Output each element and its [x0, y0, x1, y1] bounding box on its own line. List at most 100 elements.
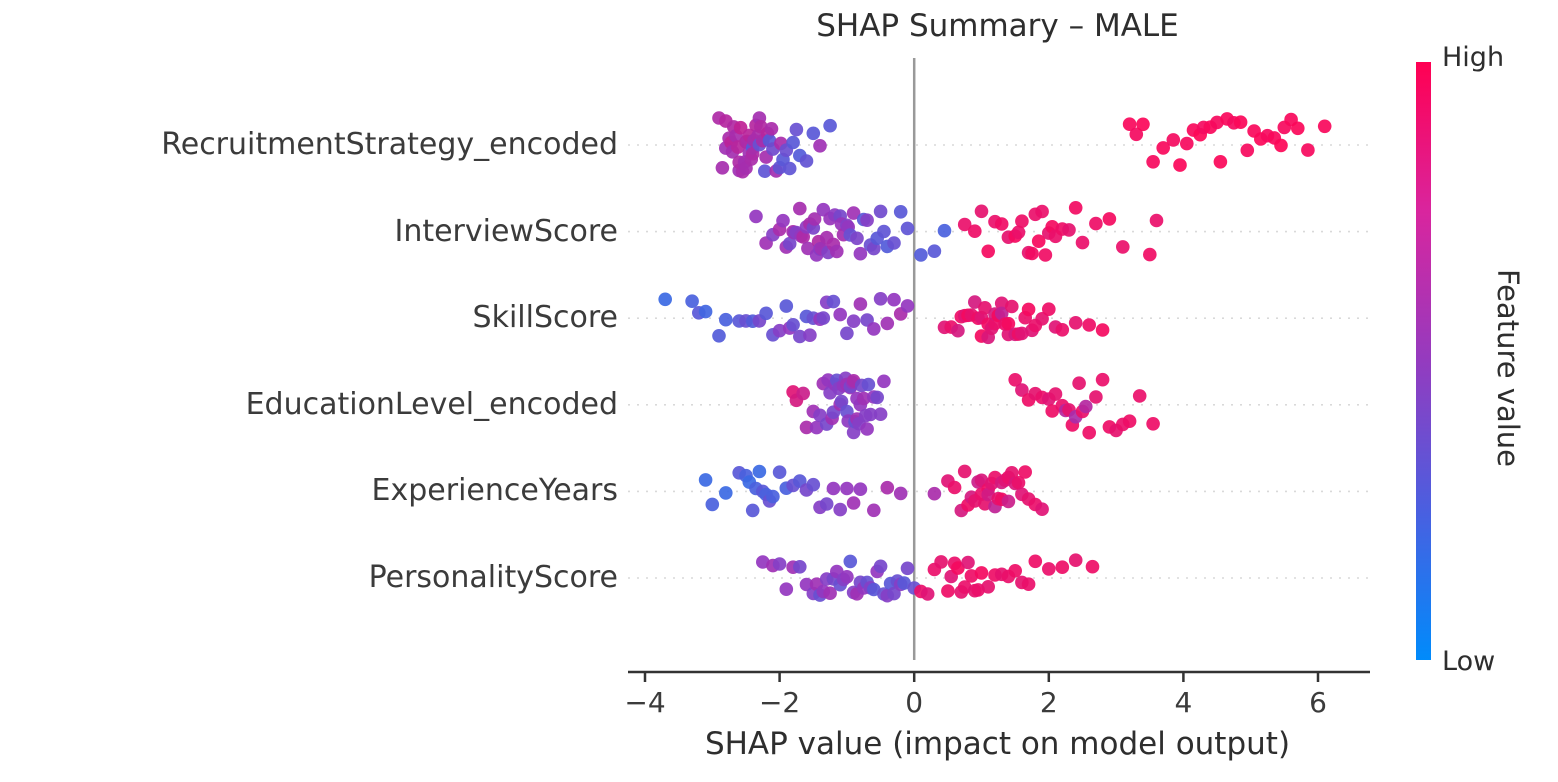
shap-dot: [1122, 414, 1137, 429]
shap-dot: [1166, 133, 1181, 147]
x-tick-label: 4: [1174, 686, 1193, 719]
shap-dot: [1042, 562, 1056, 576]
shap-dot: [934, 555, 948, 569]
shap-dot: [782, 161, 797, 176]
shap-dot: [1132, 389, 1147, 403]
shap-dot: [803, 328, 817, 343]
shap-dot: [1180, 136, 1194, 151]
shap-dot: [759, 306, 773, 321]
shap-dot: [1038, 248, 1053, 262]
shap-dot: [799, 420, 814, 435]
shap-dot: [779, 582, 794, 596]
shap-dot: [799, 154, 814, 168]
shap-dot: [764, 122, 779, 136]
shap-dot: [840, 481, 854, 496]
shap-dot: [719, 486, 733, 500]
shap-dot: [789, 122, 804, 137]
shap-dot: [758, 164, 772, 178]
shap-dot: [840, 570, 854, 584]
shap-dot: [1035, 502, 1049, 516]
shap-dot: [1291, 121, 1305, 136]
feature-value-colorbar: [1416, 62, 1431, 660]
x-tick-label: 0: [905, 686, 924, 719]
shap-dot: [951, 323, 965, 338]
shap-dot: [1089, 216, 1103, 231]
shap-dot: [900, 561, 915, 576]
shap-dot: [1015, 214, 1029, 228]
shap-dot: [1055, 560, 1070, 574]
shap-dot: [1021, 577, 1036, 591]
shap-dot: [887, 292, 901, 307]
shap-dot: [733, 120, 748, 135]
shap-dot: [1011, 475, 1026, 490]
shap-dot: [826, 481, 841, 496]
shap-dot: [826, 294, 841, 309]
shap-dot: [830, 244, 844, 259]
shap-dot: [1173, 158, 1187, 172]
shap-dot: [823, 586, 837, 600]
shap-dot: [880, 480, 895, 495]
shap-dot: [772, 557, 787, 571]
shap-dot: [1068, 201, 1083, 215]
shap-dot: [807, 212, 822, 226]
chart-title: SHAP Summary – MALE: [816, 8, 1179, 44]
shap-dot: [853, 246, 868, 261]
shap-dot: [1031, 234, 1046, 248]
shap-dot: [914, 248, 928, 262]
shap-dot: [1116, 240, 1130, 254]
feature-label-EducationLevel_encoded: EducationLevel_encoded: [245, 386, 618, 422]
shap-dot: [1008, 564, 1022, 578]
shap-dot: [796, 386, 810, 401]
shap-dot: [1089, 390, 1103, 404]
shap-dot: [823, 118, 837, 133]
shap-dot: [860, 422, 874, 436]
shap-dot: [813, 139, 827, 153]
shap-dot: [1149, 213, 1164, 228]
shap-dot: [860, 213, 874, 227]
shap-dot: [806, 126, 821, 141]
shap-dot: [968, 224, 982, 238]
shap-dot: [927, 244, 942, 258]
x-tick-label: 2: [1039, 686, 1058, 719]
shap-dot: [897, 576, 911, 590]
shap-dot: [877, 224, 891, 239]
shap-dot: [1018, 465, 1032, 479]
shap-dot: [846, 496, 861, 510]
shap-dot: [834, 394, 849, 409]
shap-dot: [927, 486, 942, 501]
shap-dot: [873, 559, 888, 574]
shap-dot: [893, 486, 908, 501]
shap-dot: [772, 465, 787, 480]
shap-dot: [863, 407, 878, 422]
shap-dot: [1082, 425, 1096, 440]
shap-dot: [1085, 559, 1100, 574]
shap-dot: [658, 292, 672, 307]
shap-dot: [1068, 316, 1083, 330]
shap-dot: [974, 204, 989, 219]
x-tick-label: 6: [1309, 686, 1327, 719]
shap-dot: [1011, 225, 1026, 240]
colorbar-low-label: Low: [1442, 646, 1496, 677]
shap-dot: [877, 374, 891, 389]
shap-dot: [1136, 117, 1150, 132]
shap-dot: [1021, 302, 1036, 317]
shap-dot: [833, 502, 847, 517]
shap-dot: [1045, 404, 1059, 418]
shap-dot: [974, 566, 989, 580]
shap-dot: [887, 236, 901, 250]
shap-dot: [1156, 141, 1170, 155]
shap-dot: [1240, 143, 1255, 158]
shap-dot: [1317, 119, 1332, 134]
shap-dot: [1146, 417, 1160, 431]
shap-dot: [856, 391, 871, 406]
shap-dot: [1062, 223, 1076, 237]
shap-dot: [1129, 127, 1144, 142]
shap-dot: [816, 311, 831, 325]
shap-dot: [782, 236, 797, 251]
shap-dot: [1274, 138, 1288, 153]
shap-dot: [752, 464, 767, 479]
shap-dot: [853, 297, 868, 311]
shap-dot: [867, 241, 881, 256]
